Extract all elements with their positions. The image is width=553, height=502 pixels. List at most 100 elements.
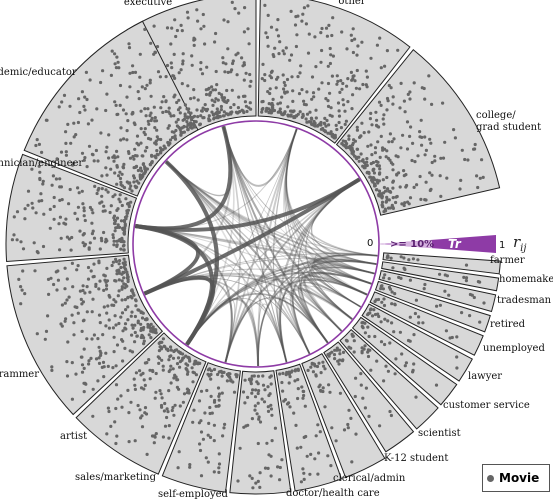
rating-dot — [165, 407, 169, 411]
rating-dot — [154, 156, 158, 160]
rating-dot — [133, 330, 137, 335]
rating-dot — [37, 142, 42, 146]
rating-dot — [77, 191, 81, 195]
rating-dot — [62, 93, 67, 97]
rating-dot — [127, 440, 131, 444]
rating-dot — [114, 66, 118, 70]
rating-dot — [64, 141, 68, 145]
rating-dot — [302, 393, 306, 398]
rating-dot — [466, 158, 470, 162]
rating-dot — [126, 208, 130, 212]
rating-dot — [217, 392, 222, 396]
rating-dot — [117, 289, 121, 293]
rating-dot — [130, 310, 134, 314]
rating-dot — [189, 97, 193, 101]
rating-dot — [382, 113, 386, 117]
rating-dot — [72, 161, 76, 165]
chord-link — [297, 178, 360, 344]
rating-dot — [212, 112, 216, 116]
rating-dot — [167, 106, 171, 110]
rating-dot — [280, 458, 284, 462]
rating-dot — [307, 32, 311, 36]
rating-dot — [333, 357, 337, 361]
rating-dot — [56, 278, 61, 282]
rating-dot — [92, 159, 96, 163]
segment-panel-19 — [5, 153, 138, 262]
rating-dot — [58, 215, 63, 219]
rating-dot — [221, 61, 225, 65]
rating-dot — [196, 115, 200, 119]
rating-dot — [402, 203, 406, 208]
rating-dot — [121, 184, 125, 188]
rating-dot — [31, 206, 35, 210]
rating-dot — [389, 256, 393, 260]
rating-dot — [281, 371, 285, 375]
rating-dot — [328, 61, 332, 66]
rating-dot — [111, 366, 115, 370]
rating-dot — [283, 83, 287, 87]
rating-dot — [88, 78, 92, 82]
rating-dot — [284, 46, 288, 50]
rating-dot — [462, 275, 466, 279]
rating-dot — [250, 391, 254, 395]
rating-dot — [112, 159, 116, 163]
rating-dot — [52, 204, 56, 209]
rating-dot — [292, 115, 296, 120]
rating-dot — [34, 211, 38, 215]
rating-dot — [459, 178, 463, 182]
chord-link — [257, 303, 288, 367]
rating-dot — [132, 176, 136, 180]
rating-dot — [105, 92, 109, 96]
rating-dot — [230, 88, 234, 92]
rating-dot — [216, 404, 220, 408]
rating-dot — [331, 16, 335, 20]
rating-dot — [35, 138, 39, 142]
rating-dot — [368, 117, 372, 121]
rating-dot — [438, 174, 442, 178]
rating-dot — [391, 162, 395, 166]
rating-dot — [145, 452, 149, 456]
rating-dot — [430, 173, 434, 177]
rating-dot — [165, 63, 170, 68]
rating-dot — [41, 244, 46, 249]
chord-link — [314, 260, 375, 285]
rating-dot — [292, 109, 296, 113]
rating-dot — [414, 395, 418, 399]
rating-dot — [64, 317, 68, 321]
rating-dot — [152, 24, 156, 28]
rating-dot — [270, 413, 274, 417]
rating-dot — [115, 272, 119, 276]
rating-dot — [217, 394, 221, 398]
rating-dot — [147, 358, 151, 362]
rating-dot — [116, 60, 120, 64]
rating-dot — [345, 84, 349, 88]
rating-dot — [393, 303, 397, 307]
rating-dot — [376, 140, 380, 144]
rating-dot — [132, 377, 136, 381]
rating-dot — [315, 124, 320, 128]
rating-dot — [63, 266, 67, 270]
rating-dot — [30, 167, 34, 171]
rating-dot — [167, 124, 171, 128]
rating-dot — [399, 255, 403, 259]
rating-dot — [134, 371, 138, 375]
rating-dot — [114, 300, 118, 304]
rating-dot — [453, 136, 457, 140]
rating-dot — [392, 137, 396, 141]
rating-dot — [127, 204, 131, 209]
rating-dot — [119, 265, 123, 270]
rating-dot — [84, 70, 88, 74]
rating-dot — [80, 302, 84, 306]
rating-dot — [135, 179, 139, 183]
rating-dot — [208, 435, 213, 439]
rating-dot — [274, 86, 278, 90]
rating-dot — [173, 403, 177, 407]
rating-dot — [115, 149, 119, 153]
rating-dot — [142, 336, 146, 340]
rating-dot — [329, 53, 333, 57]
rating-dot — [202, 24, 206, 28]
rating-dot — [190, 366, 194, 370]
rating-dot — [281, 49, 285, 53]
rating-dot — [82, 104, 86, 108]
rating-dot — [241, 390, 246, 394]
